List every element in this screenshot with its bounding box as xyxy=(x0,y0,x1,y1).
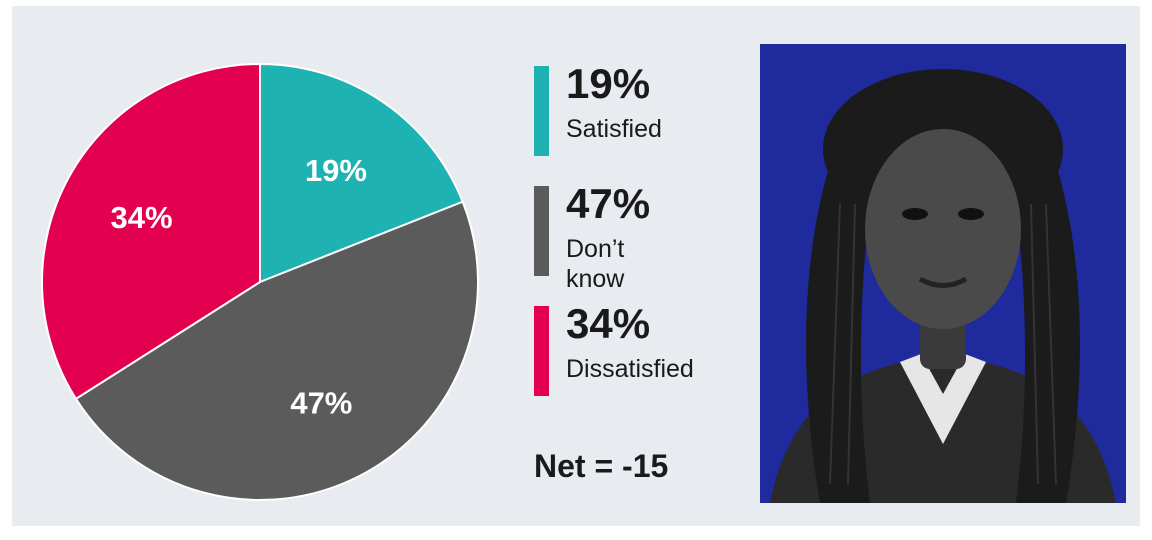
pie-label-dont-know: 47% xyxy=(290,385,352,420)
pie-slice-dont-know xyxy=(74,200,479,501)
pie-label-satisfied: 19% xyxy=(305,153,367,188)
pie-chart: 19% 47% 34% xyxy=(41,62,479,501)
legend-label-satisfied: Satisfied xyxy=(566,115,662,143)
pie-slice-satisfied xyxy=(259,62,464,284)
portrait-illustration xyxy=(770,69,1116,503)
legend-value-satisfied: 19% xyxy=(566,60,651,107)
legend-label-dissatisfied: Dissatisfied xyxy=(566,355,694,383)
portrait-photo xyxy=(760,44,1126,503)
pie-slice-dissatisfied xyxy=(41,62,261,401)
legend-value-dissatisfied: 34% xyxy=(566,300,651,347)
legend-swatch-satisfied xyxy=(534,66,549,156)
net-score: Net = -15 xyxy=(534,448,669,484)
legend-value-dont-know: 47% xyxy=(566,180,651,227)
legend-label-dont-know: Don’t know xyxy=(566,235,625,293)
legend-swatch-dissatisfied xyxy=(534,306,549,396)
pie-label-dissatisfied: 34% xyxy=(111,200,173,235)
legend-swatch-dont-know xyxy=(534,186,549,276)
